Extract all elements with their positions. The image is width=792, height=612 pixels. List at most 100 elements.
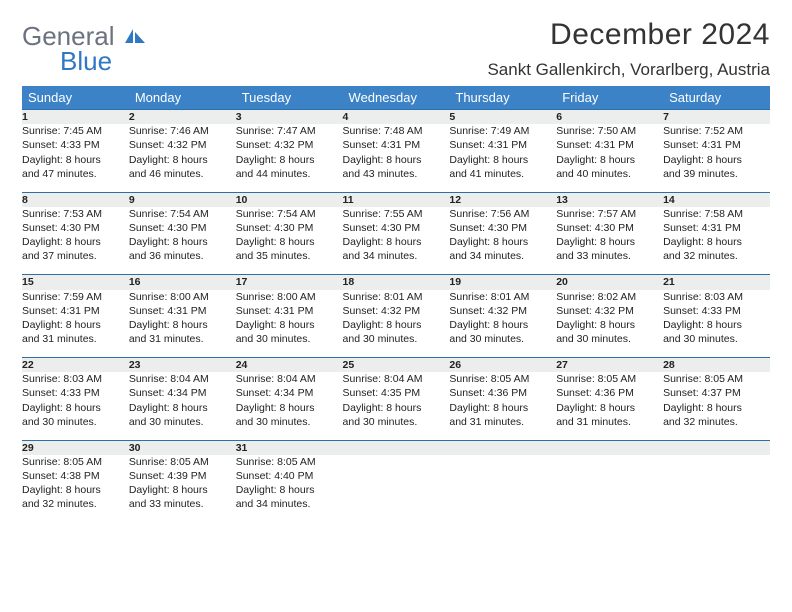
month-title: December 2024 — [487, 18, 770, 52]
daylight-text-2: and 33 minutes. — [129, 497, 236, 511]
daylight-text-2: and 30 minutes. — [556, 332, 663, 346]
day-number-row: 1234567 — [22, 110, 770, 125]
daylight-text-2: and 47 minutes. — [22, 167, 129, 181]
day-number: 17 — [236, 275, 343, 290]
day-number: 9 — [129, 192, 236, 207]
day-cell: Sunrise: 7:54 AMSunset: 4:30 PMDaylight:… — [236, 207, 343, 275]
day-number: 13 — [556, 192, 663, 207]
sunrise-text: Sunrise: 8:02 AM — [556, 290, 663, 304]
daylight-text-2: and 37 minutes. — [22, 249, 129, 263]
sunset-text: Sunset: 4:31 PM — [663, 221, 770, 235]
day-cell: Sunrise: 7:45 AMSunset: 4:33 PMDaylight:… — [22, 124, 129, 192]
daylight-text-2: and 30 minutes. — [236, 415, 343, 429]
sunset-text: Sunset: 4:36 PM — [556, 386, 663, 400]
sunset-text: Sunset: 4:33 PM — [22, 138, 129, 152]
sunset-text: Sunset: 4:34 PM — [129, 386, 236, 400]
sunset-text: Sunset: 4:36 PM — [449, 386, 556, 400]
day-number: 19 — [449, 275, 556, 290]
daylight-text-1: Daylight: 8 hours — [343, 401, 450, 415]
daylight-text-1: Daylight: 8 hours — [22, 318, 129, 332]
sunset-text: Sunset: 4:32 PM — [449, 304, 556, 318]
day-number: 5 — [449, 110, 556, 125]
daylight-text-2: and 46 minutes. — [129, 167, 236, 181]
sunset-text: Sunset: 4:32 PM — [556, 304, 663, 318]
logo-word1: General — [22, 24, 115, 49]
weekday-header: Sunday — [22, 86, 129, 110]
sunrise-text: Sunrise: 7:47 AM — [236, 124, 343, 138]
daylight-text-1: Daylight: 8 hours — [556, 401, 663, 415]
daylight-text-1: Daylight: 8 hours — [663, 153, 770, 167]
day-cell: Sunrise: 8:05 AMSunset: 4:36 PMDaylight:… — [556, 372, 663, 440]
daylight-text-1: Daylight: 8 hours — [236, 235, 343, 249]
day-number-row: 293031 — [22, 440, 770, 455]
day-cell: Sunrise: 7:46 AMSunset: 4:32 PMDaylight:… — [129, 124, 236, 192]
day-cell: Sunrise: 7:49 AMSunset: 4:31 PMDaylight:… — [449, 124, 556, 192]
daylight-text-2: and 30 minutes. — [22, 415, 129, 429]
day-cell: Sunrise: 7:47 AMSunset: 4:32 PMDaylight:… — [236, 124, 343, 192]
day-cell: Sunrise: 7:59 AMSunset: 4:31 PMDaylight:… — [22, 290, 129, 358]
daylight-text-1: Daylight: 8 hours — [129, 483, 236, 497]
sunrise-text: Sunrise: 7:57 AM — [556, 207, 663, 221]
daylight-text-1: Daylight: 8 hours — [236, 318, 343, 332]
logo-sails-icon — [123, 27, 147, 45]
day-cell: Sunrise: 8:05 AMSunset: 4:39 PMDaylight:… — [129, 455, 236, 523]
daylight-text-2: and 30 minutes. — [129, 415, 236, 429]
sunrise-text: Sunrise: 8:03 AM — [663, 290, 770, 304]
daylight-text-2: and 41 minutes. — [449, 167, 556, 181]
empty-day-number — [663, 440, 770, 455]
sunset-text: Sunset: 4:32 PM — [343, 304, 450, 318]
sunset-text: Sunset: 4:32 PM — [129, 138, 236, 152]
sunrise-text: Sunrise: 8:05 AM — [236, 455, 343, 469]
day-number: 6 — [556, 110, 663, 125]
daylight-text-2: and 40 minutes. — [556, 167, 663, 181]
daylight-text-1: Daylight: 8 hours — [343, 318, 450, 332]
daylight-text-2: and 30 minutes. — [343, 332, 450, 346]
daylight-text-1: Daylight: 8 hours — [22, 483, 129, 497]
day-cell: Sunrise: 8:05 AMSunset: 4:40 PMDaylight:… — [236, 455, 343, 523]
sunrise-text: Sunrise: 7:55 AM — [343, 207, 450, 221]
day-number: 11 — [343, 192, 450, 207]
daylight-text-1: Daylight: 8 hours — [129, 153, 236, 167]
daylight-text-2: and 31 minutes. — [556, 415, 663, 429]
day-cell: Sunrise: 7:54 AMSunset: 4:30 PMDaylight:… — [129, 207, 236, 275]
day-cell: Sunrise: 7:58 AMSunset: 4:31 PMDaylight:… — [663, 207, 770, 275]
day-cell: Sunrise: 8:04 AMSunset: 4:35 PMDaylight:… — [343, 372, 450, 440]
day-number: 27 — [556, 358, 663, 373]
day-cell: Sunrise: 7:56 AMSunset: 4:30 PMDaylight:… — [449, 207, 556, 275]
daylight-text-2: and 30 minutes. — [449, 332, 556, 346]
daylight-text-2: and 34 minutes. — [343, 249, 450, 263]
day-number: 21 — [663, 275, 770, 290]
daylight-text-2: and 36 minutes. — [129, 249, 236, 263]
day-number: 31 — [236, 440, 343, 455]
daylight-text-2: and 34 minutes. — [236, 497, 343, 511]
daylight-text-2: and 43 minutes. — [343, 167, 450, 181]
daylight-text-2: and 33 minutes. — [556, 249, 663, 263]
day-cell: Sunrise: 8:01 AMSunset: 4:32 PMDaylight:… — [343, 290, 450, 358]
daylight-text-1: Daylight: 8 hours — [449, 318, 556, 332]
empty-day-cell — [663, 455, 770, 523]
day-cell: Sunrise: 8:05 AMSunset: 4:36 PMDaylight:… — [449, 372, 556, 440]
daylight-text-2: and 44 minutes. — [236, 167, 343, 181]
day-cell: Sunrise: 7:57 AMSunset: 4:30 PMDaylight:… — [556, 207, 663, 275]
day-number: 16 — [129, 275, 236, 290]
sunset-text: Sunset: 4:37 PM — [663, 386, 770, 400]
daylight-text-2: and 39 minutes. — [663, 167, 770, 181]
daylight-text-1: Daylight: 8 hours — [556, 235, 663, 249]
daylight-text-1: Daylight: 8 hours — [129, 235, 236, 249]
sunrise-text: Sunrise: 8:01 AM — [343, 290, 450, 304]
day-content-row: Sunrise: 7:59 AMSunset: 4:31 PMDaylight:… — [22, 290, 770, 358]
sunrise-text: Sunrise: 8:01 AM — [449, 290, 556, 304]
sunset-text: Sunset: 4:31 PM — [343, 138, 450, 152]
day-content-row: Sunrise: 7:53 AMSunset: 4:30 PMDaylight:… — [22, 207, 770, 275]
header: General Blue December 2024 Sankt Gallenk… — [22, 18, 770, 80]
sunset-text: Sunset: 4:32 PM — [236, 138, 343, 152]
day-cell: Sunrise: 7:48 AMSunset: 4:31 PMDaylight:… — [343, 124, 450, 192]
weekday-header: Monday — [129, 86, 236, 110]
daylight-text-1: Daylight: 8 hours — [236, 483, 343, 497]
sunrise-text: Sunrise: 8:05 AM — [663, 372, 770, 386]
day-cell: Sunrise: 8:00 AMSunset: 4:31 PMDaylight:… — [129, 290, 236, 358]
daylight-text-1: Daylight: 8 hours — [129, 401, 236, 415]
day-cell: Sunrise: 8:03 AMSunset: 4:33 PMDaylight:… — [663, 290, 770, 358]
day-number: 18 — [343, 275, 450, 290]
daylight-text-1: Daylight: 8 hours — [343, 235, 450, 249]
